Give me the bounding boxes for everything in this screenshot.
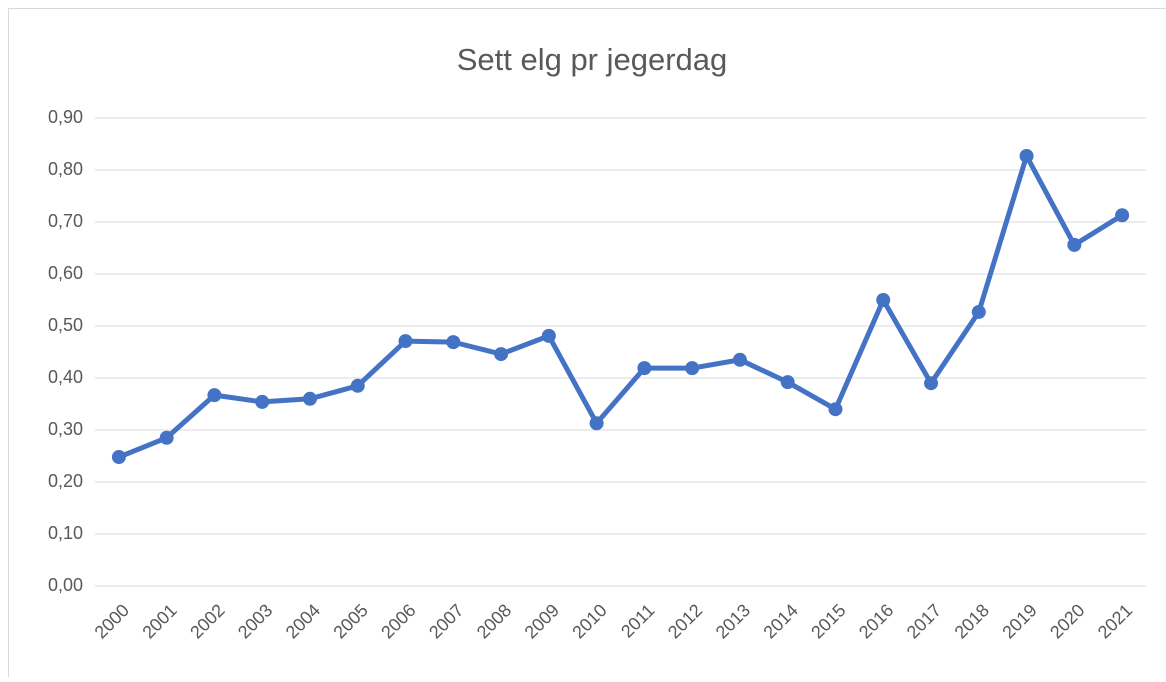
data-point bbox=[1020, 149, 1034, 163]
chart-frame bbox=[9, 9, 1166, 678]
y-tick-label: 0,60 bbox=[48, 263, 83, 283]
y-tick-label: 0,80 bbox=[48, 159, 83, 179]
data-point bbox=[781, 375, 795, 389]
data-point bbox=[876, 293, 890, 307]
data-point bbox=[255, 395, 269, 409]
data-point bbox=[1115, 208, 1129, 222]
data-point bbox=[160, 431, 174, 445]
y-tick-label: 0,50 bbox=[48, 315, 83, 335]
data-point bbox=[494, 347, 508, 361]
data-point bbox=[828, 402, 842, 416]
data-point bbox=[1067, 238, 1081, 252]
data-point bbox=[637, 361, 651, 375]
data-point bbox=[207, 388, 221, 402]
data-point bbox=[590, 416, 604, 430]
data-point bbox=[542, 329, 556, 343]
y-tick-label: 0,20 bbox=[48, 471, 83, 491]
data-point bbox=[351, 379, 365, 393]
chart-title: Sett elg pr jegerdag bbox=[457, 42, 728, 77]
data-point bbox=[112, 450, 126, 464]
data-point bbox=[733, 353, 747, 367]
y-tick-label: 0,90 bbox=[48, 107, 83, 127]
data-point bbox=[972, 305, 986, 319]
data-point bbox=[924, 376, 938, 390]
y-tick-label: 0,10 bbox=[48, 523, 83, 543]
data-point bbox=[303, 392, 317, 406]
data-point bbox=[399, 334, 413, 348]
y-tick-label: 0,30 bbox=[48, 419, 83, 439]
y-tick-label: 0,70 bbox=[48, 211, 83, 231]
y-tick-label: 0,40 bbox=[48, 367, 83, 387]
y-tick-label: 0,00 bbox=[48, 575, 83, 595]
data-point bbox=[685, 361, 699, 375]
data-point bbox=[446, 335, 460, 349]
